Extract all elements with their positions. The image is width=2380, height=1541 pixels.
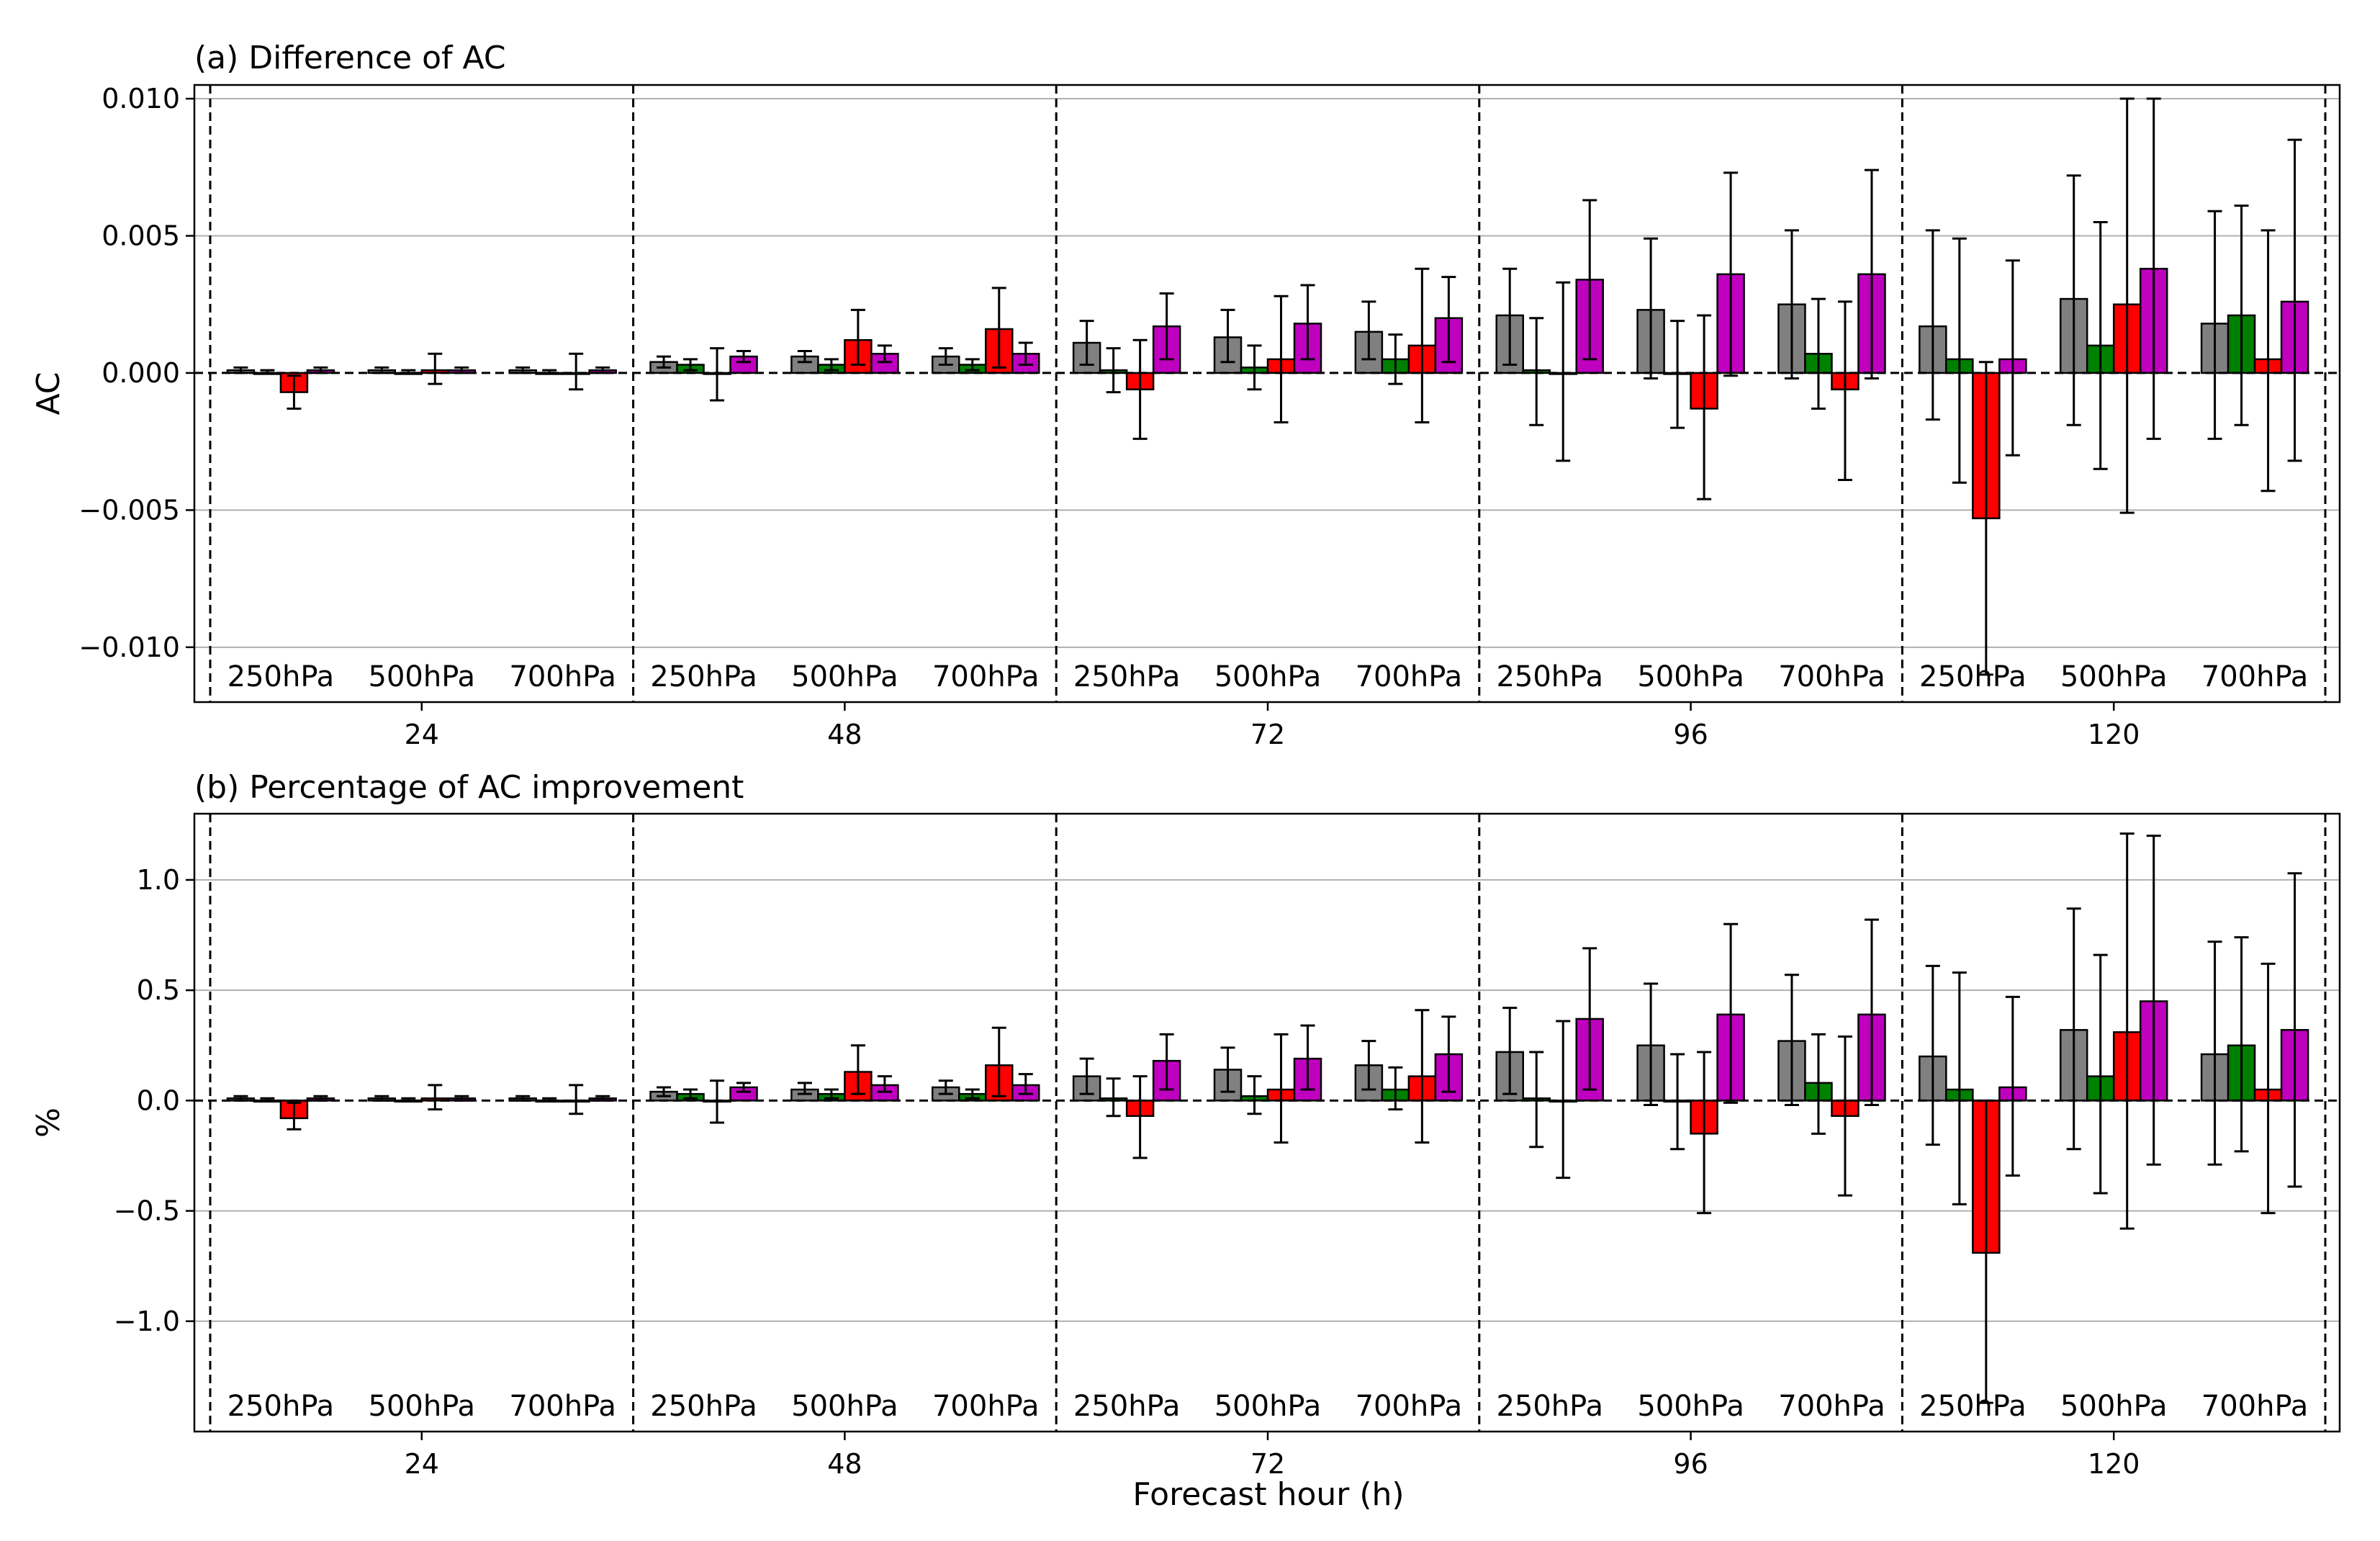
x-tick-label: 24 bbox=[405, 719, 439, 750]
y-tick-label: 0.005 bbox=[102, 220, 180, 251]
level-label: 700hPa bbox=[1778, 1390, 1885, 1423]
level-label: 500hPa bbox=[369, 1390, 476, 1423]
x-tick-label: 48 bbox=[827, 1448, 862, 1480]
axes-frame bbox=[193, 812, 2341, 1433]
level-label: 700hPa bbox=[1356, 660, 1463, 693]
y-tick-label: 1.0 bbox=[137, 864, 180, 896]
level-label: 250hPa bbox=[1496, 1390, 1603, 1423]
y-tick-label: −0.5 bbox=[114, 1195, 180, 1227]
level-label: 250hPa bbox=[1496, 660, 1603, 693]
level-label: 500hPa bbox=[369, 660, 476, 693]
y-tick-label: −1.0 bbox=[114, 1306, 180, 1337]
level-label: 250hPa bbox=[1919, 660, 2027, 693]
y-tick-label: 0.000 bbox=[102, 357, 180, 389]
level-label: 500hPa bbox=[2060, 660, 2168, 693]
y-axis-label: % bbox=[30, 1108, 67, 1138]
x-tick-label: 120 bbox=[2088, 1448, 2140, 1480]
panel-title: (a) Difference of AC bbox=[194, 40, 506, 76]
level-label: 250hPa bbox=[1073, 660, 1181, 693]
panel-b: (b) Percentage of AC improvement 1.0 0.5 0.… bbox=[30, 769, 2341, 1480]
level-label: 500hPa bbox=[1214, 660, 1322, 693]
level-label: 700hPa bbox=[932, 660, 1040, 693]
x-tick-label: 24 bbox=[405, 1448, 439, 1480]
level-label: 500hPa bbox=[1637, 660, 1744, 693]
x-tick-label: 96 bbox=[1673, 719, 1708, 750]
level-label: 500hPa bbox=[1214, 1390, 1322, 1423]
y-axis-label: AC bbox=[30, 372, 67, 415]
axes-frame bbox=[193, 84, 2341, 704]
x-tick-label: 48 bbox=[827, 719, 862, 750]
x-tick-label: 72 bbox=[1250, 1448, 1285, 1480]
level-label: 700hPa bbox=[932, 1390, 1040, 1423]
y-tick-label: −0.010 bbox=[78, 632, 180, 663]
y-tick-label: 0.010 bbox=[102, 83, 180, 114]
level-label: 700hPa bbox=[1778, 660, 1885, 693]
x-tick-label: 120 bbox=[2088, 719, 2140, 750]
y-tick-label: 0.0 bbox=[137, 1084, 180, 1116]
level-label: 700hPa bbox=[1356, 1390, 1463, 1423]
level-label: 700hPa bbox=[2201, 660, 2309, 693]
level-label: 500hPa bbox=[791, 660, 898, 693]
x-tick-label: 96 bbox=[1673, 1448, 1708, 1480]
level-label: 250hPa bbox=[650, 1390, 757, 1423]
panel-title: (b) Percentage of AC improvement bbox=[194, 769, 744, 806]
x-tick-label: 72 bbox=[1250, 719, 1285, 750]
level-label: 250hPa bbox=[1073, 1390, 1181, 1423]
level-label: 250hPa bbox=[650, 660, 757, 693]
level-label: 700hPa bbox=[2201, 1390, 2309, 1423]
level-label: 250hPa bbox=[227, 660, 335, 693]
level-label: 700hPa bbox=[509, 1390, 616, 1423]
level-label: 700hPa bbox=[509, 660, 616, 693]
panel-a: (a) Difference of AC 0.010 0.005 0.000 −0.00… bbox=[30, 40, 2341, 750]
level-label: 500hPa bbox=[2060, 1390, 2168, 1423]
y-tick-label: 0.5 bbox=[137, 974, 180, 1006]
y-tick-label: −0.005 bbox=[78, 494, 180, 526]
level-label: 500hPa bbox=[1637, 1390, 1744, 1423]
level-label: 250hPa bbox=[1919, 1390, 2027, 1423]
level-label: 250hPa bbox=[227, 1390, 335, 1423]
figure-xlabel: Forecast hour (h) bbox=[1132, 1476, 1404, 1513]
level-label: 500hPa bbox=[791, 1390, 898, 1423]
